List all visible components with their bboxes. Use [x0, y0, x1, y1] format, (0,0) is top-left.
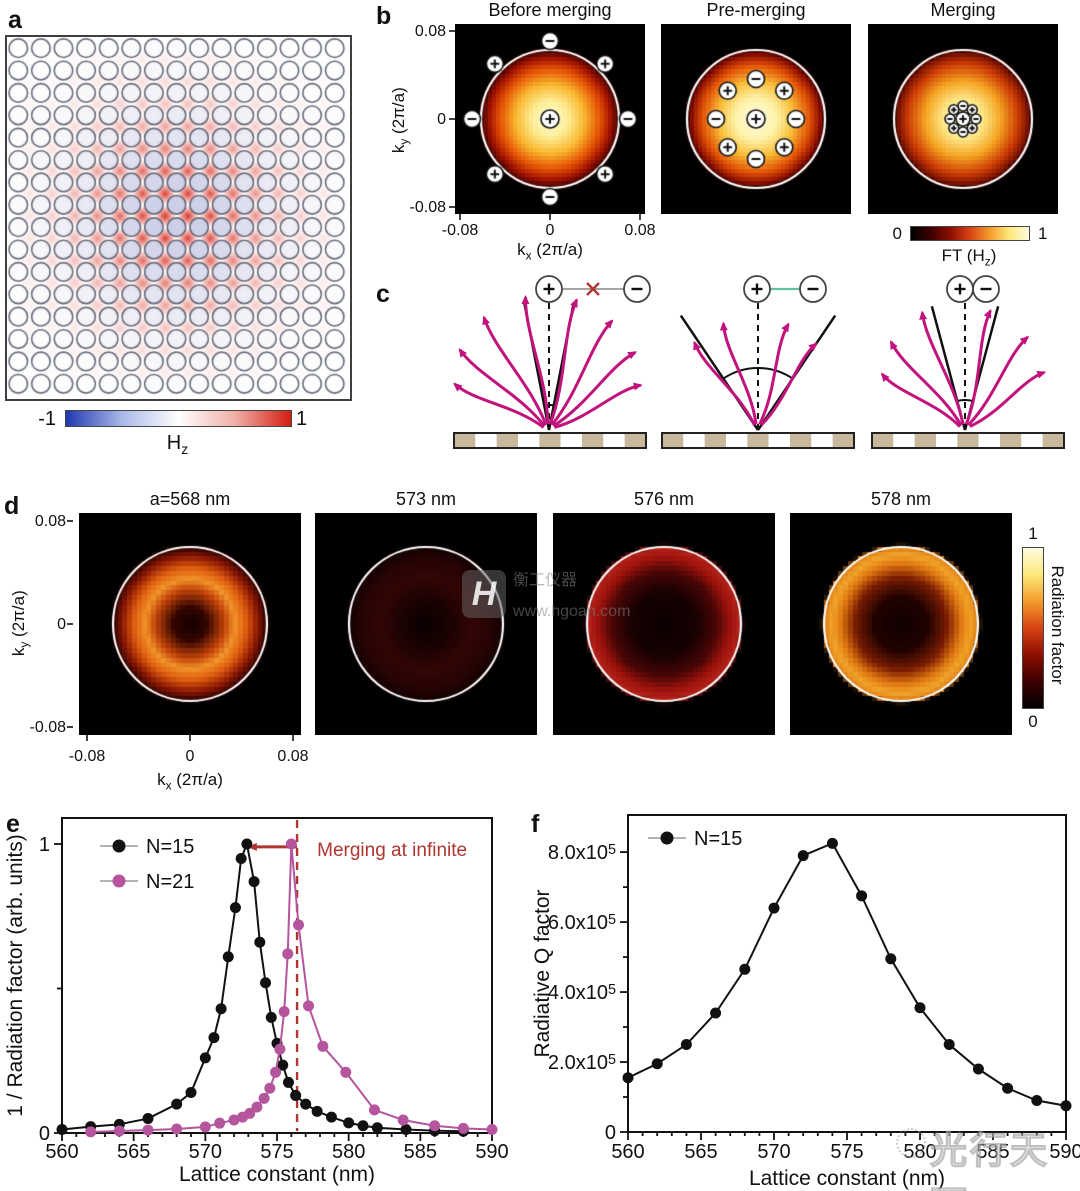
panel-b-ytick-mid: 0	[437, 111, 446, 128]
chart-e-xtick: 575	[260, 1141, 293, 1163]
watermark-brand-text: 衡工仪器	[513, 572, 578, 589]
chart-e-annotation: Merging at infinite	[317, 840, 467, 861]
panel-d-ytick-mid: 0	[57, 616, 66, 633]
panel-b-colorbar-label: FT (Hz)	[941, 246, 997, 269]
chart-f-xlabel: Lattice constant (nm)	[749, 1167, 945, 1190]
chart-f-ytick: 8.0x105	[548, 842, 616, 864]
panel-d-colorbar	[1022, 547, 1044, 709]
panel-b-colorbar	[910, 226, 1030, 241]
chart-e-xtick: 590	[475, 1141, 508, 1163]
panel-d-xtick-right: 0.08	[277, 748, 309, 765]
panel-f-label: f	[531, 810, 540, 838]
chart-f-xtick: 560	[611, 1141, 644, 1163]
chart-f-xtick: 575	[830, 1141, 863, 1163]
watermark-url-text: www.hgoan.com	[513, 603, 631, 620]
watermark-badge-icon	[896, 1128, 926, 1158]
panel-b-heatmap-pre-merging	[661, 24, 851, 214]
panel-a-colorbar-max: 1	[296, 408, 308, 430]
panel-b-heatmap-before-merging	[455, 24, 645, 214]
panel-b-xtick-right: 0.08	[624, 222, 656, 239]
chart-f-legend-N=15: N=15	[694, 828, 742, 850]
chart-e-xtick: 570	[189, 1141, 222, 1163]
panel-b-xlabel: kx (2π/a)	[517, 240, 583, 263]
panel-b-xtick-left: -0.08	[441, 222, 479, 239]
panel-d-label: d	[4, 492, 20, 520]
chart-f-ylabel: Radiative Q factor	[531, 889, 554, 1057]
panel-c-diagram-1	[661, 275, 855, 449]
panel-b-ytick-top: 0.08	[414, 23, 446, 40]
panel-d-colorbar-min: 0	[1028, 712, 1038, 731]
panel-d-heatmap-578	[790, 513, 1012, 735]
panel-b-label: b	[376, 2, 392, 30]
chart-f-xtick: 570	[757, 1141, 790, 1163]
panel-c-diagram-2	[871, 275, 1065, 449]
panel-d-xlabel: kx (2π/a)	[157, 770, 223, 793]
panel-d-heatmap-576	[553, 513, 775, 735]
panel-b-colorbar-max: 1	[1038, 224, 1048, 243]
chart-e-series-N=15	[61, 840, 464, 1133]
chart-f	[620, 814, 1072, 1140]
panel-b-title-before-merging: Before merging	[488, 0, 612, 20]
panel-a-label: a	[8, 6, 22, 34]
panel-d-xtick-mid: 0	[185, 748, 195, 765]
panel-c-diagram-0	[453, 275, 651, 449]
chart-f-ytick: 6.0x105	[548, 912, 616, 934]
panel-d-ytick-top: 0.08	[34, 513, 66, 530]
chart-e	[54, 817, 498, 1141]
chart-f-xtick: 585	[976, 1141, 1009, 1163]
chart-e-ytick: 0	[39, 1123, 50, 1145]
panel-d-title-568: a=568 nm	[149, 489, 231, 509]
panel-b-ytick-bot: -0.08	[409, 199, 446, 216]
chart-e-legend-N=21: N=21	[146, 871, 194, 893]
panel-e-label: e	[6, 810, 20, 838]
panel-b-title-pre-merging: Pre-merging	[706, 0, 806, 20]
chart-e-xtick: 560	[45, 1141, 78, 1163]
panel-d-title-576: 576 nm	[633, 489, 695, 509]
watermark-corner-text: 光行天下	[929, 1129, 1050, 1191]
chart-e-ytick: 1	[39, 834, 50, 856]
chart-f-xtick: 565	[684, 1141, 717, 1163]
panel-a-lattice-canvas	[7, 37, 346, 395]
chart-e-ylabel: 1 / Radiation factor (arb. units)	[4, 834, 27, 1116]
panel-d-title-573: 573 nm	[395, 489, 457, 509]
panel-c-label: c	[376, 280, 390, 308]
chart-f-ytick: 0	[605, 1122, 616, 1144]
panel-b-xtick-mid: 0	[545, 222, 555, 239]
chart-e-xtick: 565	[117, 1141, 150, 1163]
panel-d-title-578: 578 nm	[870, 489, 932, 509]
panel-a-colorbar-title: Hz	[166, 432, 189, 457]
chart-f-series-N=15	[627, 842, 1067, 1107]
watermark-logo: H	[462, 570, 506, 618]
panel-d-heatmap-568	[79, 513, 301, 735]
panel-a-lattice-frame	[5, 35, 352, 401]
panel-d-xtick-left: -0.08	[68, 748, 106, 765]
chart-e-xlabel: Lattice constant (nm)	[179, 1163, 375, 1186]
chart-e-xtick: 585	[404, 1141, 437, 1163]
panel-b-colorbar-min: 0	[892, 224, 902, 243]
panel-d-colorbar-max: 1	[1028, 524, 1038, 543]
panel-b-title-merging: Merging	[930, 0, 996, 20]
panel-d-ytick-bot: -0.08	[29, 719, 66, 736]
chart-f-ytick: 4.0x105	[548, 982, 616, 1004]
chart-e-xtick: 580	[332, 1141, 365, 1163]
panel-a-colorbar-min: -1	[38, 408, 56, 430]
chart-f-xtick: 590	[1049, 1141, 1080, 1163]
panel-b-heatmap-merging	[868, 24, 1058, 214]
panel-a-colorbar	[65, 410, 292, 427]
chart-f-ytick: 2.0x105	[548, 1052, 616, 1074]
chart-e-legend-N=15: N=15	[146, 836, 194, 858]
panel-d-heatmap-573	[315, 513, 537, 735]
